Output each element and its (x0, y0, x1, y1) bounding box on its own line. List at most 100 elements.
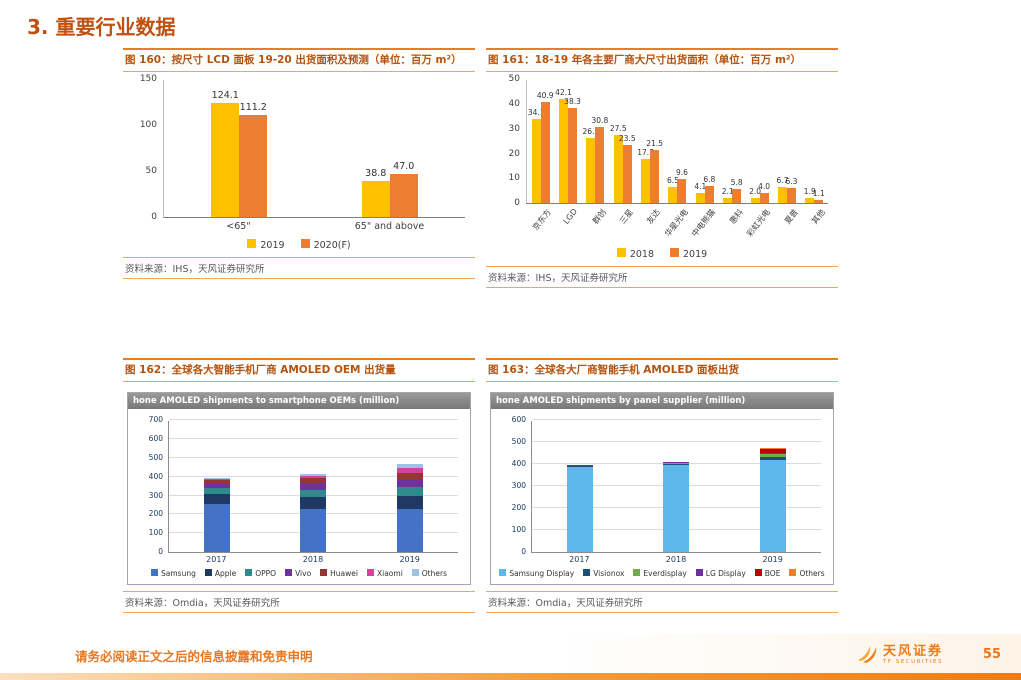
footer-gradient-bar (0, 673, 1021, 680)
bar-group: 38.8 47.0 (315, 80, 466, 218)
stack-segment (204, 480, 231, 484)
brand-subtitle: TF SECURITIES (882, 659, 943, 665)
bar-value-label: 38.8 (365, 168, 387, 180)
figure-161-source: 资料来源：IHS，天风证券研究所 (486, 266, 838, 289)
bar-column: 17.7 (637, 80, 654, 204)
stack-segment (396, 487, 423, 496)
bar-value-label: 34.1 (527, 107, 545, 117)
stack-segment (663, 462, 690, 464)
stack-segment (300, 475, 327, 478)
stack-segment (396, 495, 423, 509)
legend-swatch (245, 569, 253, 577)
stacked-bar (396, 463, 423, 553)
bar (704, 186, 714, 204)
bar-value-label: 42.1 (555, 87, 572, 97)
grouped-bar-chart: 34.1 40.9 42.1 38.3 26.2 30.8 27.5 23.5 17.7 21.5… (490, 74, 834, 208)
y-axis-tick-label: 700 (148, 415, 163, 425)
stack-segment (663, 464, 690, 553)
legend-item: Apple (204, 569, 236, 578)
bar (668, 187, 678, 204)
plot-area: 34.1 40.9 42.1 38.3 26.2 30.8 27.5 23.5 17.7 21.5… (526, 80, 828, 205)
y-axis-tick-label: 0 (158, 547, 163, 557)
brand-name: 天风证券 (882, 644, 943, 659)
stack-segment (396, 479, 423, 488)
x-axis-label: 2019 (762, 555, 783, 565)
x-axis-label: 群创 (590, 207, 608, 226)
bar-value-label: 6.7 (776, 175, 789, 185)
bar-value-label: 6.3 (785, 176, 798, 186)
x-axis-labels: 京东方 LGD 群创 三星 友达 华星光电 中电熊猫 惠科 彩虹光电 夏普 其他 (490, 205, 834, 241)
figure-162-chart: hone AMOLED shipments to smartphone OEMs… (123, 382, 475, 586)
x-axis-labels: <65" 65" and above (163, 221, 465, 232)
bar-value-label: 47.0 (393, 160, 415, 172)
chart-legend: Samsung Display Visionox Everdisplay LG Dis… (491, 564, 833, 584)
bar-value-label: 111.2 (239, 101, 267, 113)
bar-column: 111.2 (239, 80, 268, 218)
figure-160-source: 资料来源：IHS，天风证券研究所 (123, 257, 475, 280)
x-axis-label: 京东方 (530, 207, 553, 233)
bar-column: 6.7 (776, 80, 789, 204)
embedded-chart: hone AMOLED shipments to smartphone OEMs… (127, 392, 471, 586)
chart-legend: 2019 2020(F) (127, 239, 471, 251)
stack-segment (396, 463, 423, 469)
y-axis-tick-label: 0 (521, 547, 526, 557)
figure-162-title: 图 162：全球各大智能手机厂商 AMOLED OEM 出货量 (123, 358, 475, 383)
y-axis-tick-label: 150 (139, 74, 157, 85)
legend-item: Everdisplay (633, 569, 687, 578)
embedded-chart: hone AMOLED shipments by panel supplier … (490, 392, 834, 586)
y-axis-tick-label: 600 (148, 433, 163, 443)
legend-item: Vivo (285, 569, 311, 578)
bar (540, 101, 550, 204)
bar-groups: 124.1 111.2 38.8 47.0 (164, 80, 466, 218)
bar-column: 1.1 (813, 80, 825, 204)
x-axis-labels: 2017 2018 2019 (531, 555, 821, 564)
y-axis-tick-label: 300 (148, 490, 163, 500)
bar-column: 38.3 (564, 80, 581, 204)
plot-area: 0 100 200 300 400 500 600 (512, 415, 821, 556)
legend-item: Visionox (583, 569, 624, 578)
bar (568, 108, 578, 204)
bar-column: 4.0 (758, 80, 770, 204)
gridline (532, 419, 821, 421)
y-axis-tick-label: 40 (508, 98, 520, 109)
stack-segment (759, 449, 786, 453)
figure-161-panel: 图 161：18-19 年各主要厂商大尺寸出货面积（单位：百万 m²） 34.1… (486, 48, 838, 289)
legend-swatch (300, 239, 310, 249)
bar (641, 159, 651, 204)
bar-value-label: 6.8 (703, 175, 716, 185)
plot-area: 124.1 111.2 38.8 47.0 (163, 80, 466, 219)
chart-legend: 2018 2019 (490, 248, 834, 260)
bar-group: 6.5 9.6 (664, 80, 691, 204)
bar-value-label: 40.9 (536, 90, 554, 100)
bar (732, 188, 742, 204)
stacked-bar (663, 461, 690, 553)
stack-segment (759, 454, 786, 458)
stack-segment (204, 483, 231, 489)
bar-column: 47.0 (389, 80, 418, 218)
chart-legend: Samsung Apple OPPO Vivo Huawei Xiaomi Others (128, 564, 470, 584)
bar-group: 124.1 111.2 (164, 80, 315, 218)
stack-segment (204, 493, 231, 505)
bar-value-label: 1.9 (803, 187, 816, 197)
stack-segment (567, 465, 594, 467)
figure-161-title: 图 161：18-19 年各主要厂商大尺寸出货面积（单位：百万 m²） (486, 48, 838, 73)
x-axis-label: 2017 (569, 555, 590, 565)
figure-163-panel: 图 163：全球各大厂商智能手机 AMOLED 面板出货 hone AMOLED… (486, 358, 838, 614)
stack-segment (300, 489, 327, 497)
stack-segment (567, 466, 594, 553)
brand-swoosh-icon (857, 645, 877, 663)
stack-segment (300, 496, 327, 510)
plot-area: 0 100 200 300 400 500 600 700 (149, 415, 458, 556)
bar-value-label: 27.5 (609, 123, 627, 133)
bar-column: 5.8 (731, 80, 743, 204)
x-axis-label: 中电熊猫 (690, 207, 718, 239)
bar-groups: 34.1 40.9 42.1 38.3 26.2 30.8 27.5 23.5 17.7 21.5… (527, 80, 828, 204)
legend-item: Others (789, 569, 825, 578)
legend-item: Samsung Display (499, 569, 574, 578)
x-axis-label: 2019 (399, 555, 420, 565)
x-axis-label: 夏普 (782, 207, 800, 226)
legend-item: 2019 (670, 248, 707, 260)
stack-segment (204, 477, 231, 480)
legend-item: 2019 (247, 239, 285, 251)
legend-swatch (411, 569, 419, 577)
